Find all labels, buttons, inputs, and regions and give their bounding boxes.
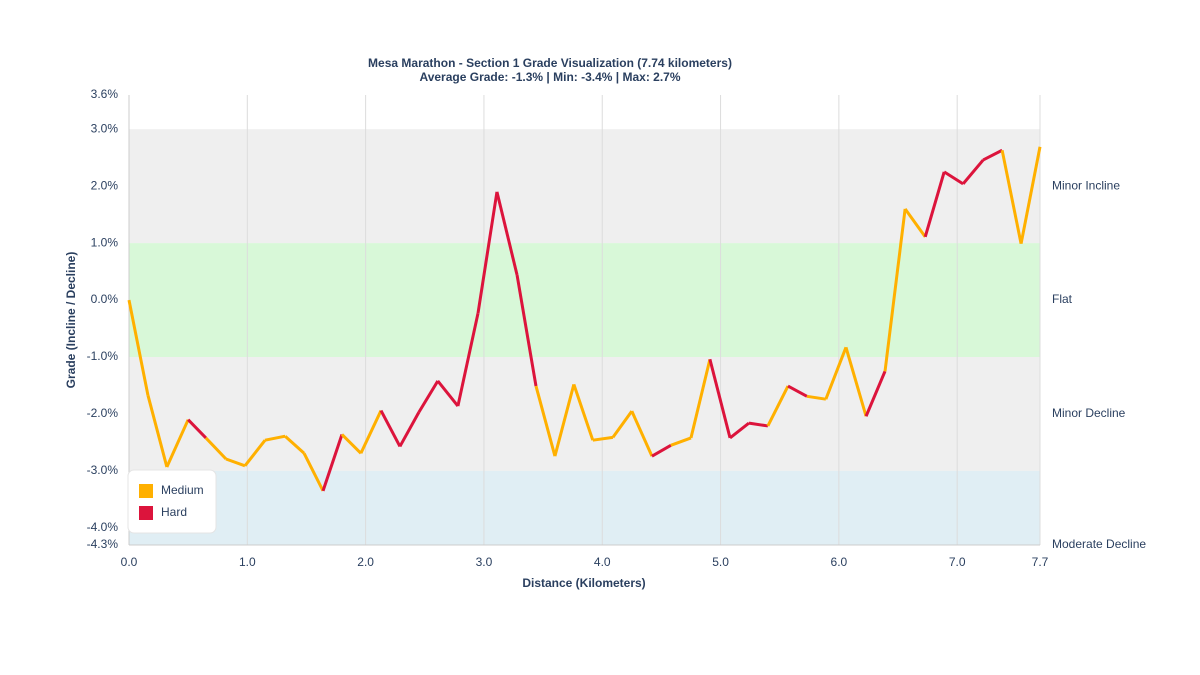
y-tick-label: 3.0% — [91, 121, 119, 135]
x-axis-label: Distance (Kilometers) — [522, 576, 645, 590]
line-segment — [340, 433, 362, 455]
legend-swatch — [139, 484, 153, 498]
line-segment — [651, 444, 672, 458]
x-tick-label: 5.0 — [712, 555, 729, 569]
line-segment — [903, 208, 927, 238]
line-segment — [592, 435, 614, 442]
line-segment — [572, 383, 595, 441]
x-tick-label: 7.0 — [949, 555, 966, 569]
line-segment — [553, 383, 576, 457]
y2-tick-label: Moderate Decline — [1052, 537, 1146, 551]
y-tick-label: 0.0% — [91, 292, 119, 306]
line-segment — [165, 419, 190, 468]
x-tick-label: 4.0 — [594, 555, 611, 569]
line-segment — [961, 158, 985, 185]
line-segment — [204, 436, 228, 461]
legend-swatch — [139, 506, 153, 520]
chart-title: Mesa Marathon - Section 1 Grade Visualiz… — [368, 56, 732, 70]
line-segment — [243, 439, 267, 467]
chart-subtitle: Average Grade: -1.3% | Min: -3.4% | Max:… — [419, 70, 680, 84]
x-tick-label: 0.0 — [121, 555, 138, 569]
line-segment — [146, 394, 169, 468]
zone-band — [129, 243, 1040, 358]
zone-band — [129, 470, 1040, 545]
line-segment — [302, 452, 325, 492]
line-segment — [748, 421, 769, 428]
y-tick-label: -2.0% — [87, 406, 119, 420]
y-tick-label: -4.0% — [87, 520, 119, 534]
line-segment — [729, 421, 750, 440]
y-tick-label: 2.0% — [91, 178, 119, 192]
legend: Medium Hard — [127, 469, 217, 534]
y-tick-label: 1.0% — [91, 235, 119, 249]
y2-tick-label: Minor Incline — [1052, 178, 1120, 192]
line-segment — [436, 380, 460, 407]
line-segment — [708, 358, 732, 439]
line-segment — [844, 346, 868, 417]
y2-tick-label: Minor Decline — [1052, 406, 1126, 420]
line-segment — [187, 418, 207, 439]
y-tick-label: -4.3% — [87, 537, 119, 551]
line-segment — [515, 274, 538, 387]
line-segment — [534, 385, 557, 457]
line-segment — [824, 346, 848, 400]
line-segment — [787, 384, 808, 398]
line-segment — [127, 299, 150, 396]
x-tick-label: 3.0 — [476, 555, 493, 569]
zone-band — [129, 129, 1040, 244]
line-segment — [923, 171, 946, 238]
line-segment — [225, 457, 246, 468]
x-tick-label: 1.0 — [239, 555, 256, 569]
line-segment — [689, 358, 712, 439]
line-segment — [264, 434, 286, 442]
line-segment — [417, 380, 440, 414]
y-tick-label: -1.0% — [87, 349, 119, 363]
x-tick-label: 7.7 — [1032, 555, 1049, 569]
line-segment — [766, 385, 790, 427]
line-segment — [806, 394, 827, 401]
y2-tick-label: Flat — [1052, 292, 1073, 306]
line-segment — [284, 435, 306, 455]
x-tick-label: 6.0 — [831, 555, 848, 569]
line-segment — [359, 409, 383, 454]
line-segment — [611, 410, 634, 439]
line-segment — [864, 370, 887, 417]
y-tick-label: -3.0% — [87, 463, 119, 477]
line-segment — [398, 411, 421, 448]
legend-box — [127, 469, 217, 534]
line-segment — [379, 409, 402, 448]
line-segment — [321, 434, 344, 492]
legend-label: Hard — [161, 505, 187, 519]
line-segment — [982, 148, 1003, 162]
line-segment — [476, 191, 499, 314]
line-segment — [670, 436, 692, 447]
x-tick-label: 2.0 — [357, 555, 374, 569]
line-segment — [1019, 146, 1042, 244]
line-segment — [495, 191, 519, 276]
legend-label: Medium — [161, 483, 204, 497]
line-segment — [456, 312, 480, 407]
line-segment — [943, 170, 964, 186]
y-tick-label: 3.6% — [91, 87, 119, 101]
line-segment — [630, 410, 654, 457]
line-segment — [1000, 149, 1023, 244]
y-axis-label: Grade (Incline / Decline) — [64, 252, 78, 389]
line-segment — [883, 208, 907, 372]
